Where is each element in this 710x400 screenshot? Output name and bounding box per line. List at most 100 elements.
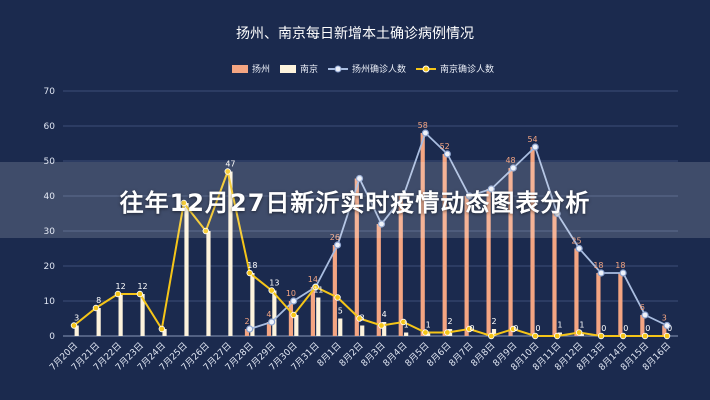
bar-nanjing — [579, 332, 584, 336]
chart-legend: 扬州 南京 扬州确诊人数 南京确诊人数 — [232, 63, 494, 75]
yangzhou-line — [249, 131, 668, 330]
nanjing-line-point — [180, 199, 188, 207]
bar-yangzhou — [354, 178, 359, 336]
y-tick-label: 30 — [44, 227, 56, 237]
bar-yangzhou — [574, 248, 579, 336]
yangzhou-line-point — [399, 192, 408, 200]
data-label: 1 — [404, 321, 409, 330]
bar-nanjing — [74, 325, 79, 336]
chart-title: 扬州、南京每日新增本土确诊病例情况 — [236, 26, 474, 42]
nanjing-line-point — [466, 325, 473, 333]
nanjing-line-point — [70, 322, 78, 329]
data-label: 4 — [266, 310, 271, 319]
nanjing-line-point — [224, 168, 231, 175]
bar-yangzhou — [420, 133, 425, 336]
bar-yangzhou — [662, 325, 667, 336]
bar-nanjing — [162, 329, 167, 336]
data-label: 6 — [640, 303, 645, 312]
data-label: 8 — [96, 296, 101, 305]
nanjing-line-point — [553, 332, 561, 340]
bar-nanjing — [426, 332, 431, 336]
data-label: 3 — [662, 314, 667, 323]
y-tick-label: 50 — [44, 157, 56, 167]
nanjing-line-point — [92, 304, 100, 312]
legend-swatch — [280, 65, 296, 73]
bar-nanjing — [557, 332, 562, 336]
bar-yangzhou — [310, 287, 315, 336]
nanjing-line-point — [114, 290, 122, 298]
bar-yangzhou — [508, 168, 513, 336]
legend-swatch — [232, 65, 248, 73]
data-label: 1 — [579, 321, 584, 330]
yangzhou-line-point — [333, 241, 342, 249]
bar-nanjing — [294, 315, 299, 336]
nanjing-line-point — [246, 269, 253, 277]
bar-yangzhou — [288, 301, 294, 336]
data-label: 13 — [269, 279, 279, 288]
bar-yangzhou — [398, 196, 403, 336]
data-label: 4 — [382, 310, 387, 319]
nanjing-line-point — [136, 290, 144, 298]
nanjing-line-point — [488, 332, 495, 340]
bar-yangzhou — [530, 147, 535, 336]
yangzhou-line-point — [421, 129, 430, 137]
yangzhou-line-point — [465, 192, 473, 200]
yangzhou-line-point — [575, 244, 583, 253]
data-label: 47 — [225, 160, 235, 169]
data-label: 18 — [593, 261, 603, 270]
bar-nanjing — [228, 171, 233, 336]
bar-nanjing — [382, 322, 387, 336]
data-label: 0 — [469, 324, 474, 333]
nanjing-line-point — [663, 332, 671, 340]
nanjing-line-point — [619, 332, 627, 340]
data-label: 12 — [137, 282, 147, 291]
nanjing-line-point — [400, 318, 407, 326]
nanjing-line-point — [641, 332, 649, 340]
nanjing-line-point — [268, 287, 275, 294]
nanjing-line-point — [378, 322, 385, 329]
data-label: 0 — [623, 324, 628, 333]
bar-yangzhou — [266, 322, 272, 336]
nanjing-line-point — [290, 311, 297, 319]
data-label: 48 — [505, 156, 515, 165]
bar-nanjing — [316, 297, 321, 336]
series-lines — [70, 129, 671, 340]
nanjing-line-point — [334, 294, 341, 301]
yangzhou-line-point — [619, 269, 627, 277]
y-tick-label: 70 — [44, 87, 56, 97]
legend-swatch-point — [334, 65, 342, 73]
data-label: 11 — [313, 286, 323, 295]
legend-label: 南京确诊人数 — [440, 63, 494, 75]
y-tick-label: 20 — [44, 262, 56, 272]
nanjing-line-point — [422, 329, 429, 336]
yangzhou-line-point — [553, 209, 561, 218]
yangzhou-line-point — [246, 325, 254, 333]
bar-yangzhou — [442, 154, 447, 336]
data-label: 25 — [571, 237, 581, 246]
bar-nanjing — [250, 273, 255, 336]
bar-nanjing — [272, 290, 277, 336]
bar-nanjing — [404, 332, 409, 336]
data-label: 3 — [74, 314, 79, 323]
legend-label: 扬州 — [252, 63, 270, 75]
nanjing-line-point — [597, 332, 605, 340]
grid-lines — [63, 90, 678, 337]
nanjing-line — [73, 167, 667, 338]
legend-swatch-point — [422, 65, 430, 73]
bar-yangzhou — [332, 245, 337, 336]
data-label: 18 — [615, 261, 625, 270]
bar-nanjing — [206, 231, 211, 336]
bar-nanjing — [360, 325, 365, 336]
yangzhou-line-point — [290, 297, 298, 305]
data-label: 14 — [308, 275, 318, 284]
legend-label: 南京 — [300, 63, 318, 75]
nanjing-line-point — [444, 329, 451, 336]
nanjing-line-point — [575, 329, 583, 336]
overlay-title: 往年12月27日新沂实时疫情动态图表分析 — [119, 188, 591, 217]
bar-nanjing — [338, 318, 343, 336]
y-tick-label: 60 — [44, 122, 56, 132]
yangzhou-line-point — [355, 174, 364, 183]
bar-yangzhou — [552, 213, 557, 336]
